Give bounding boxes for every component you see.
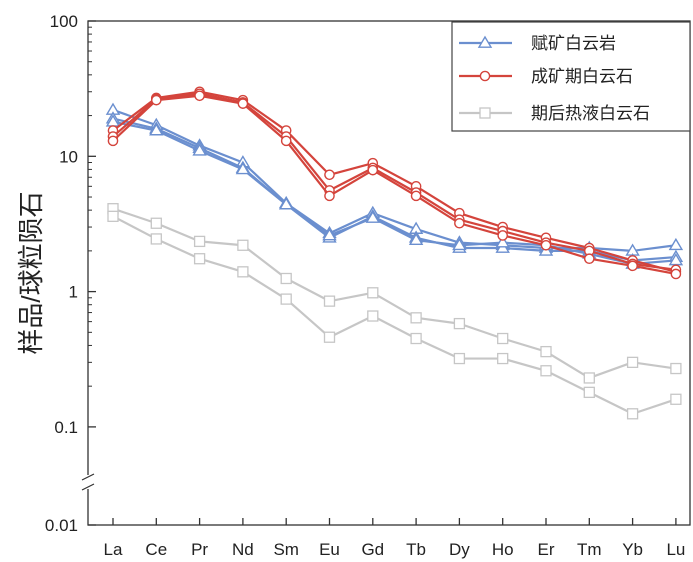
x-tick-label: La: [104, 540, 123, 559]
data-point-square: [107, 210, 119, 222]
legend-marker-circle: [479, 70, 491, 82]
series-line: [112, 92, 677, 271]
data-point-triangle: [192, 143, 207, 156]
data-point-square: [323, 331, 336, 343]
data-point-circle: [367, 164, 379, 176]
data-point-square: [670, 362, 682, 375]
data-point-square: [583, 372, 595, 384]
x-tick-label: Ho: [492, 540, 514, 559]
data-point-triangle: [452, 237, 467, 251]
data-point-triangle: [668, 237, 684, 251]
y-axis-break-gap: [84, 475, 92, 489]
data-point-square: [670, 393, 682, 405]
data-point-circle: [107, 135, 119, 147]
data-point-square: [323, 295, 336, 307]
legend-label: 赋矿白云岩: [531, 34, 616, 53]
data-point-circle: [150, 94, 162, 106]
data-point-circle: [194, 90, 205, 102]
data-point-circle: [410, 190, 422, 202]
data-point-square: [237, 266, 249, 278]
legend-marker-square: [479, 107, 491, 119]
y-tick-label: 0.1: [54, 418, 78, 437]
series-line: [112, 108, 677, 252]
data-point-circle: [584, 253, 595, 265]
data-point-square: [453, 317, 466, 330]
data-point-square: [150, 233, 162, 245]
y-tick-label: 1: [69, 283, 78, 302]
series-line: [112, 120, 676, 266]
data-point-square: [150, 217, 162, 229]
data-point-circle: [497, 230, 509, 241]
y-axis-label: 样品/球粒陨石: [16, 191, 46, 354]
series-line: [112, 90, 677, 273]
legend-label: 期后热液白云石: [531, 104, 650, 123]
series-group-square: [107, 203, 682, 420]
x-tick-label: Eu: [319, 540, 340, 559]
series-line: [112, 94, 677, 276]
data-point-square: [367, 287, 379, 299]
data-point-square: [626, 408, 639, 420]
x-tick-label: Gd: [361, 540, 384, 559]
x-tick-label: Tm: [577, 540, 602, 559]
data-point-triangle: [278, 197, 294, 210]
y-tick-label: 100: [50, 12, 78, 31]
series-group-circle: [107, 86, 682, 280]
data-point-square: [497, 352, 509, 365]
data-point-square: [193, 235, 206, 248]
data-point-square: [453, 352, 466, 365]
data-point-circle: [454, 217, 465, 229]
series-layer: [105, 86, 684, 420]
data-point-triangle: [408, 232, 424, 246]
data-point-circle: [237, 98, 249, 109]
legend-marker-triangle: [477, 35, 493, 48]
data-point-square: [280, 293, 292, 305]
data-point-square: [237, 239, 249, 251]
data-point-square: [583, 386, 595, 399]
data-point-square: [626, 356, 639, 368]
x-tick-label: Nd: [232, 540, 254, 559]
data-point-square: [540, 365, 552, 377]
data-point-circle: [324, 169, 335, 181]
data-point-circle: [670, 268, 682, 280]
series-line: [112, 215, 677, 415]
x-tick-label: Er: [538, 540, 555, 559]
x-tick-label: Tb: [406, 540, 426, 559]
data-point-square: [367, 310, 379, 322]
y-axis-break-mark: [81, 473, 95, 481]
data-point-triangle: [365, 210, 381, 223]
x-tick-label: Ce: [145, 540, 167, 559]
axis-layer: 0.01 0.1 1 10 100 样品/球粒陨石 La Ce Pr Nd Sm Eu Gd Tb Dy Ho…: [16, 12, 685, 559]
x-tick-label: Lu: [666, 540, 685, 559]
legend-label: 成矿期白云石: [531, 67, 633, 86]
series-line: [112, 207, 677, 380]
data-point-square: [540, 345, 552, 358]
data-point-triangle: [322, 228, 337, 241]
data-point-circle: [540, 239, 552, 251]
y-axis-break: [81, 473, 95, 491]
data-point-square: [497, 332, 509, 345]
x-tick-label: Yb: [622, 540, 643, 559]
data-point-circle: [280, 135, 292, 147]
y-axis-break-mark: [81, 483, 95, 491]
x-tick-label: Dy: [449, 540, 470, 559]
plot-frame: [81, 20, 691, 526]
data-point-square: [193, 253, 206, 265]
data-point-triangle: [495, 235, 510, 248]
data-point-circle: [324, 190, 335, 202]
plot-border: [87, 20, 691, 526]
series-line: [112, 117, 676, 262]
data-point-square: [410, 332, 422, 345]
y-tick-label: 10: [59, 147, 78, 166]
x-tick-label: Sm: [273, 540, 299, 559]
data-point-square: [280, 272, 292, 285]
x-tick-label: Pr: [191, 540, 208, 559]
y-tick-label: 0.01: [45, 516, 78, 535]
data-point-circle: [627, 260, 638, 272]
data-point-triangle: [235, 162, 251, 175]
data-point-square: [410, 312, 422, 324]
data-point-triangle: [149, 123, 164, 136]
